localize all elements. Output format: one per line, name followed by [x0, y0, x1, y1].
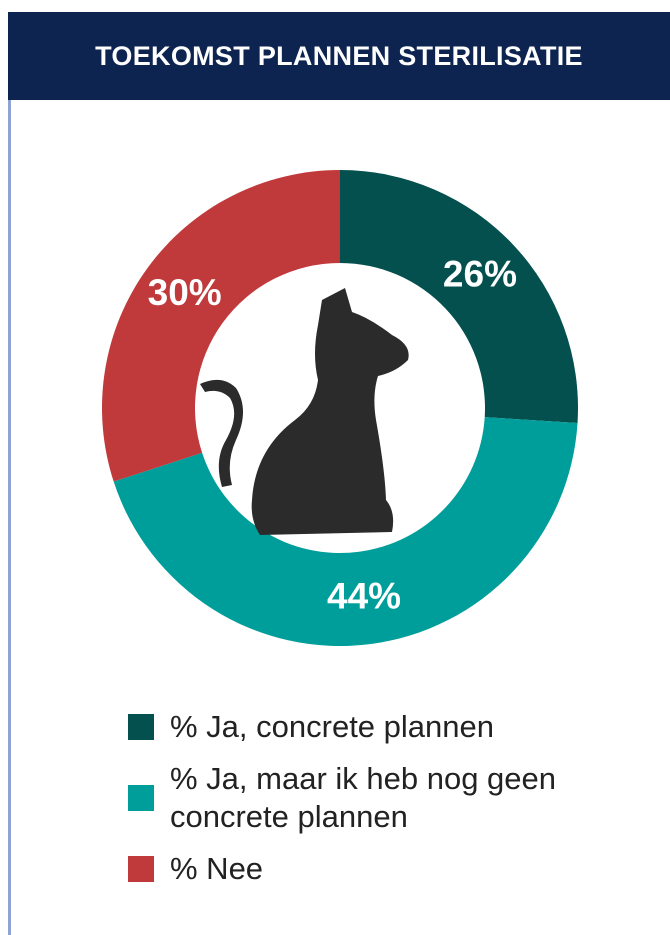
legend-label: % Ja, concrete plannen	[170, 709, 494, 744]
legend-item: % Ja, concrete plannen	[128, 708, 648, 746]
cat-icon	[200, 288, 409, 535]
side-border	[8, 100, 11, 935]
donut-segment	[101, 170, 340, 482]
legend-swatch	[128, 856, 154, 882]
legend-item: % Nee	[128, 850, 648, 888]
legend-item: % Ja, maar ik heb nog geen concrete plan…	[128, 760, 648, 836]
data-label: 30%	[148, 272, 222, 313]
donut-segment	[113, 417, 578, 646]
data-label: 26%	[443, 253, 517, 294]
data-label: 44%	[327, 575, 401, 616]
legend-swatch	[128, 785, 154, 811]
legend: % Ja, concrete plannen % Ja, maar ik heb …	[128, 708, 648, 902]
donut-segment	[340, 170, 578, 423]
legend-label: % Nee	[170, 851, 264, 886]
chart-title: TOEKOMST PLANNEN STERILISATIE	[8, 12, 670, 100]
legend-label: % Ja, maar ik heb nog geen concrete plan…	[170, 761, 557, 834]
legend-swatch	[128, 714, 154, 740]
